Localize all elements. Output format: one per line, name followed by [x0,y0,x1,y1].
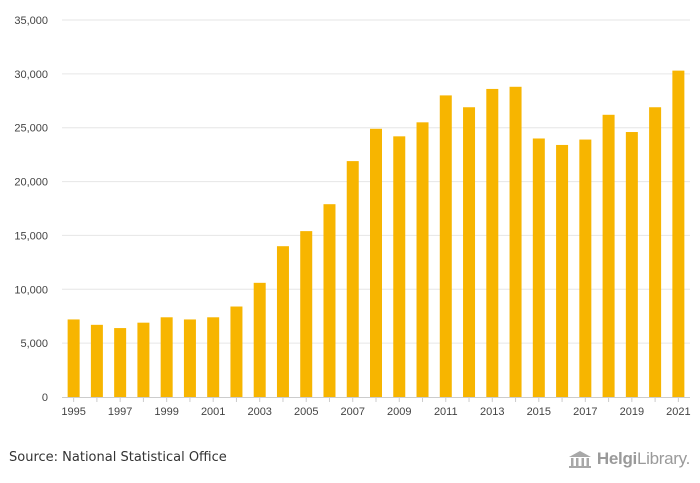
y-tick-label: 0 [42,392,48,404]
bar-2019[interactable] [625,132,638,397]
bar-2010[interactable] [416,122,429,397]
y-tick-label: 10,000 [14,284,48,296]
y-tick-label: 5,000 [20,338,48,350]
bar-2006[interactable] [323,204,336,397]
bar-2015[interactable] [532,138,545,397]
bar-2018[interactable] [602,114,615,397]
library-building-icon [568,451,591,468]
bar-2008[interactable] [370,128,382,397]
x-tick-label: 2005 [294,406,318,418]
bar-2005[interactable] [300,231,313,397]
x-tick-label: 2015 [527,406,551,418]
y-tick-label: 30,000 [14,69,48,81]
x-axis-tick-labels: 1995 1997 1999 2001 2003 2005 2007 2009 2011 2013… [61,397,691,418]
brand-name-part1: Helgi [596,449,637,468]
y-tick-label: 25,000 [14,123,48,135]
bar-2014[interactable] [509,86,522,397]
bar-2011[interactable] [439,95,452,398]
bar-2003[interactable] [253,282,266,397]
brand-logo[interactable]: Helgi Library. [567,449,690,469]
x-tick-label: 1997 [108,406,132,418]
bar-2004[interactable] [276,246,289,397]
x-tick-label: 2001 [201,406,225,418]
source-note: Source: National Statistical Office [9,450,227,465]
bar-2013[interactable] [486,88,499,398]
y-axis-tick-labels: 0 5,000 10,000 15,000 20,000 25,000 30,000 35,0… [14,15,48,404]
bar-1996[interactable] [90,324,103,397]
y-tick-label: 35,000 [14,15,48,27]
bar-1999[interactable] [160,317,173,397]
x-tick-label: 1999 [154,406,178,418]
bar-chart: 0 5,000 10,000 15,000 20,000 25,000 30,000 35,0… [14,15,691,418]
bar-2001[interactable] [207,317,220,397]
bar-2002[interactable] [230,306,243,397]
bar-2000[interactable] [183,319,196,397]
bar-2009[interactable] [393,136,406,397]
y-tick-label: 15,000 [14,230,48,242]
x-tick-label: 2017 [573,406,597,418]
x-tick-label: 2007 [340,406,364,418]
bar-2012[interactable] [463,107,476,398]
x-tick-label: 2009 [387,406,411,418]
x-tick-label: 2011 [434,406,458,418]
bar-2021[interactable] [672,70,685,397]
bar-2020[interactable] [649,107,662,398]
y-tick-label: 20,000 [14,177,48,189]
x-tick-label: 2019 [620,406,644,418]
x-tick-label: 2021 [666,406,690,418]
brand-name-part2: Library. [636,449,690,468]
bar-series [67,70,685,398]
bar-2007[interactable] [346,161,359,397]
x-tick-label: 1995 [61,406,85,418]
bar-1997[interactable] [114,328,127,397]
bar-2016[interactable] [556,144,569,397]
bar-1998[interactable] [137,322,150,397]
x-tick-label: 2003 [247,406,271,418]
bar-2017[interactable] [579,139,592,397]
x-tick-label: 2013 [480,406,504,418]
bar-1995[interactable] [67,319,80,397]
